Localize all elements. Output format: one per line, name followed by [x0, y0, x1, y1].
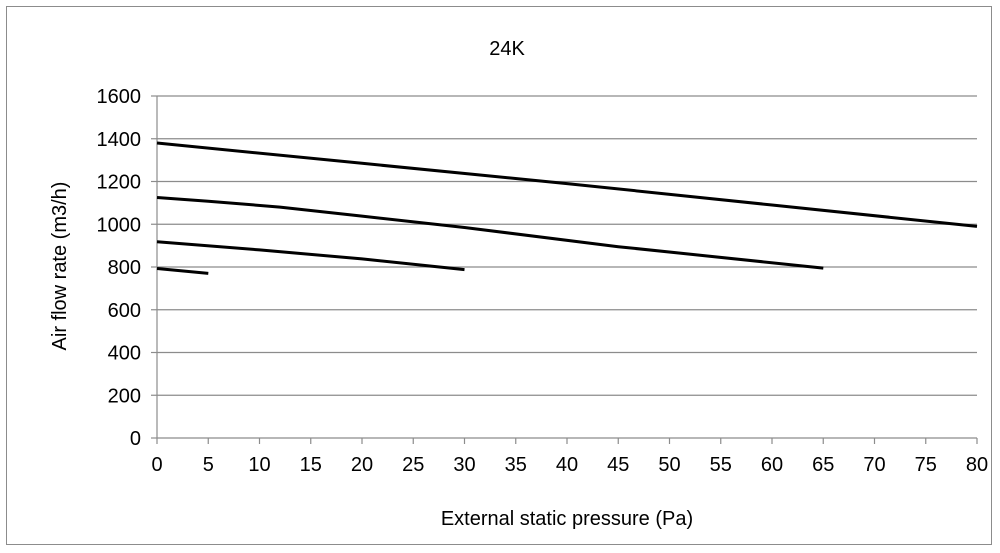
x-tick-label: 0 [151, 454, 162, 476]
x-tick-label: 55 [710, 454, 732, 476]
y-tick-label: 600 [108, 300, 141, 322]
y-tick-label: 1200 [97, 172, 142, 194]
x-tick-label: 20 [351, 454, 373, 476]
series-line-4 [156, 267, 209, 275]
x-axis-title: External static pressure (Pa) [441, 508, 693, 530]
x-tick-label: 60 [761, 454, 783, 476]
x-tick-label: 15 [300, 454, 322, 476]
y-tick-label: 200 [108, 385, 141, 407]
y-tick-label: 800 [108, 257, 141, 279]
x-tick-label: 40 [556, 454, 578, 476]
x-tick-label: 80 [966, 454, 988, 476]
x-tick-label: 35 [505, 454, 527, 476]
x-tick-label: 65 [812, 454, 834, 476]
y-axis-title: Air flow rate (m3/h) [49, 182, 71, 351]
y-tick-label: 1600 [97, 86, 142, 108]
x-tick-label: 5 [203, 454, 214, 476]
x-tick-label: 70 [863, 454, 885, 476]
series-line-1 [156, 141, 978, 228]
y-tick-label: 0 [130, 428, 141, 450]
y-tick-label: 1000 [97, 214, 142, 236]
x-tick-label: 10 [248, 454, 270, 476]
series-line-3 [156, 240, 465, 272]
y-tick-label: 400 [108, 343, 141, 365]
x-tick-label: 30 [453, 454, 475, 476]
x-tick-label: 75 [915, 454, 937, 476]
y-tick-labels: 0 200 400 600 800 1000 1200 1400 1600 [97, 86, 142, 450]
gridlines [157, 95, 977, 396]
x-tick-label: 45 [607, 454, 629, 476]
chart-title: 24K [489, 38, 525, 60]
x-tick-labels: 0 5 10 15 20 25 30 35 40 45 50 55 60 65 70 75 80 [151, 454, 988, 476]
series-lines [156, 141, 978, 275]
y-tick-label: 1400 [97, 129, 142, 151]
x-tick-label: 50 [658, 454, 680, 476]
series-line-2 [156, 196, 824, 270]
axes [151, 95, 978, 444]
x-tick-label: 25 [402, 454, 424, 476]
